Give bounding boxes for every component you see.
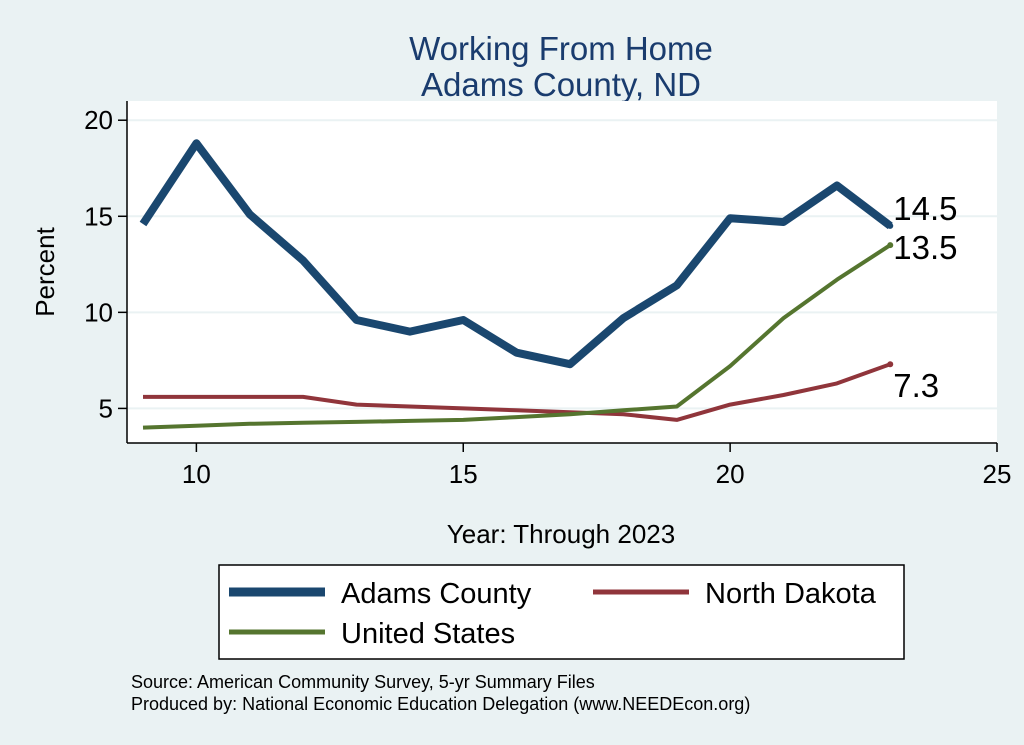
axis-ticks: 5 10 15 20 10 15 20 25 bbox=[84, 105, 1011, 489]
legend-label-north-dakota: North Dakota bbox=[705, 578, 877, 610]
end-label-adams-county: 14.5 bbox=[893, 190, 957, 227]
y-tick-label: 10 bbox=[84, 297, 113, 327]
series-line-united-states bbox=[142, 243, 892, 430]
x-axis-title: Year: Through 2023 bbox=[447, 519, 675, 549]
end-point-north-dakota bbox=[887, 361, 894, 368]
source-note: Source: American Community Survey, 5-yr … bbox=[131, 672, 595, 692]
end-label-north-dakota: 7.3 bbox=[893, 367, 939, 404]
end-label-united-states: 13.5 bbox=[893, 229, 957, 266]
x-tick-label: 15 bbox=[449, 459, 478, 489]
x-tick-label: 25 bbox=[983, 459, 1012, 489]
series-line-north-dakota bbox=[143, 362, 891, 422]
y-tick-label: 20 bbox=[84, 105, 113, 135]
legend-label-adams-county: Adams County bbox=[341, 578, 532, 610]
legend: Adams County North Dakota United States bbox=[229, 578, 877, 650]
chart-title: Working From Home bbox=[409, 30, 713, 67]
plot-area bbox=[127, 101, 997, 443]
x-tick-label: 20 bbox=[716, 459, 745, 489]
legend-box bbox=[218, 564, 905, 660]
end-labels: 14.5 7.3 13.5 bbox=[887, 190, 957, 404]
end-point-united-states bbox=[887, 242, 894, 249]
y-tick-label: 15 bbox=[84, 201, 113, 231]
grid-lines bbox=[127, 119, 997, 410]
series-line-adams-county bbox=[139, 139, 893, 369]
series-lines bbox=[139, 139, 893, 430]
y-tick-label: 5 bbox=[99, 393, 113, 423]
legend-label-united-states: United States bbox=[341, 618, 515, 650]
produced-note: Produced by: National Economic Education… bbox=[131, 694, 750, 714]
chart-subtitle: Adams County, ND bbox=[421, 66, 701, 103]
y-axis-title: Percent bbox=[30, 226, 60, 316]
x-tick-label: 10 bbox=[182, 459, 211, 489]
end-point-adams-county bbox=[887, 222, 894, 229]
